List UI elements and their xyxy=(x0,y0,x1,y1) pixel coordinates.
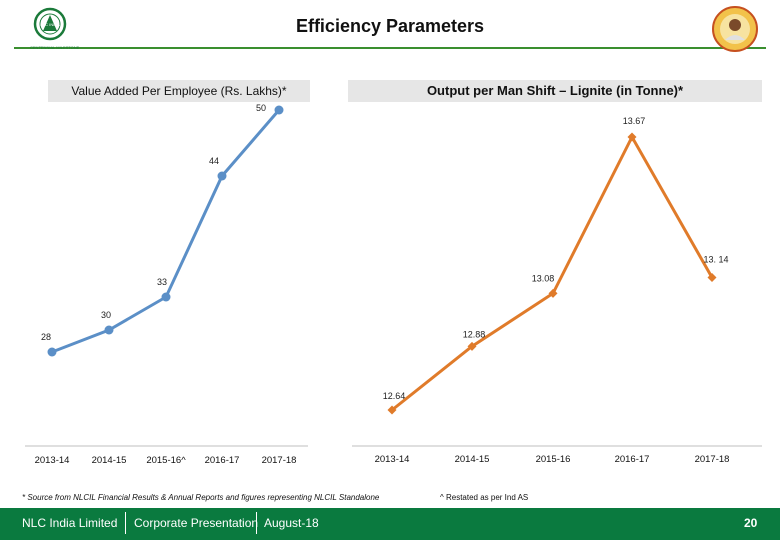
logo-text: NLC INDIA xyxy=(40,22,60,27)
x-tick-label: 2016-17 xyxy=(615,454,650,465)
x-tick-label: 2015-16^ xyxy=(146,455,186,466)
data-point xyxy=(387,405,397,415)
footer-date: August-18 xyxy=(264,516,319,530)
x-tick-label: 2014-15 xyxy=(92,455,127,466)
footer-separator xyxy=(256,512,257,534)
data-label: 44 xyxy=(209,156,219,166)
footer-separator xyxy=(125,512,126,534)
x-tick-label: 2013-14 xyxy=(35,455,70,466)
logo-caption: CENTENNIAL MILESTONE xyxy=(30,45,80,50)
footer-bar: NLC India Limited Corporate Presentation… xyxy=(0,508,780,540)
data-point xyxy=(161,292,171,302)
source-footnote: * Source from NLCIL Financial Results & … xyxy=(22,493,380,502)
data-point xyxy=(47,347,57,357)
data-point xyxy=(707,272,717,282)
title-divider xyxy=(14,47,766,49)
data-point xyxy=(274,105,284,115)
data-point xyxy=(104,325,114,335)
data-point xyxy=(217,171,227,181)
x-tick-label: 2014-15 xyxy=(455,454,490,465)
data-label: 33 xyxy=(157,277,167,287)
data-label: 28 xyxy=(41,332,51,342)
data-label: 12.64 xyxy=(383,391,406,401)
page-number: 20 xyxy=(744,516,758,530)
restated-footnote: ^ Restated as per Ind AS xyxy=(440,493,529,502)
data-point xyxy=(548,288,558,298)
data-label: 13. 14 xyxy=(703,254,728,264)
footer-company: NLC India Limited xyxy=(22,516,118,530)
data-label: 50 xyxy=(256,103,266,113)
data-label: 13.67 xyxy=(623,116,646,126)
data-label: 30 xyxy=(101,310,111,320)
emblem-logo xyxy=(712,6,758,52)
nlc-logo: NLC INDIA CENTENNIAL MILESTONE xyxy=(30,7,80,50)
data-label: 13.08 xyxy=(532,273,555,283)
x-tick-label: 2016-17 xyxy=(205,455,240,466)
data-label: 12.88 xyxy=(463,329,486,339)
data-point xyxy=(467,341,477,351)
series-line xyxy=(51,109,281,354)
footer-doc-title: Corporate Presentation xyxy=(134,516,259,530)
x-tick-label: 2017-18 xyxy=(695,454,730,465)
page-title: Efficiency Parameters xyxy=(295,16,485,36)
x-tick-label: 2013-14 xyxy=(375,454,410,465)
x-tick-label: 2017-18 xyxy=(262,455,297,466)
data-point xyxy=(627,132,637,142)
right-chart-title: Output per Man Shift – Lignite (in Tonne… xyxy=(348,80,762,102)
left-chart-title: Value Added Per Employee (Rs. Lakhs)* xyxy=(48,80,310,102)
x-tick-label: 2015-16 xyxy=(536,454,571,465)
